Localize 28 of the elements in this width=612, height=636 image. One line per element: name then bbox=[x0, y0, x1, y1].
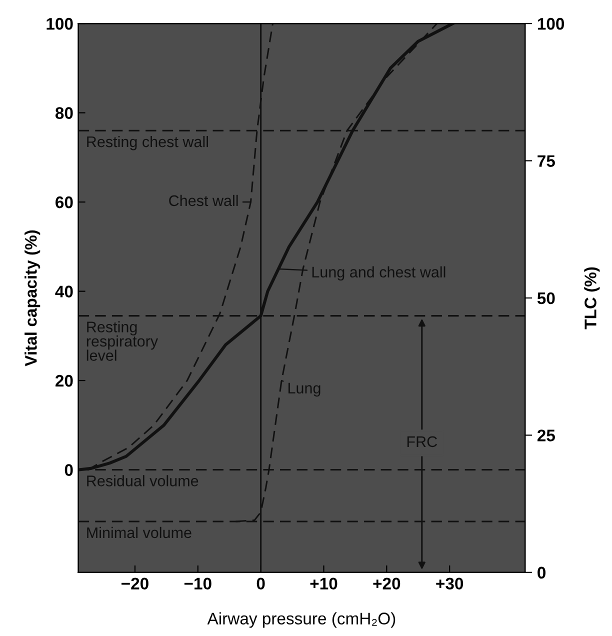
ref-line-label: Resting respiratory level bbox=[86, 321, 158, 361]
y-tick-label: 80 bbox=[55, 107, 73, 119]
y-tick-label: 100 bbox=[46, 18, 73, 30]
y2-tick-label: 75 bbox=[538, 155, 555, 167]
series-label: Chest wall bbox=[169, 194, 238, 206]
y-tick-label: 20 bbox=[56, 374, 73, 387]
x-tick-label: +10 bbox=[310, 578, 338, 590]
y-tick-label: 60 bbox=[56, 196, 73, 208]
y2-tick-label: 25 bbox=[537, 430, 555, 442]
y-axis-title: Vital capacity (%) bbox=[24, 230, 40, 366]
x-tick-label: 0 bbox=[256, 578, 265, 590]
y2-axis-title: TLC (%) bbox=[584, 267, 600, 330]
x-tick-label: +20 bbox=[373, 578, 400, 590]
x-tick-label: −10 bbox=[184, 578, 212, 590]
x-axis-title: Airway pressure (cmH₂O) bbox=[207, 612, 396, 628]
series-label: Lung bbox=[288, 382, 320, 397]
y2-tick-label: 100 bbox=[538, 18, 564, 30]
x-tick-label: +30 bbox=[436, 578, 464, 590]
ref-line-label: Resting chest wall bbox=[87, 136, 208, 150]
y-tick-label: 40 bbox=[55, 286, 73, 298]
annotation: FRC bbox=[407, 436, 438, 448]
x-tick-label: −20 bbox=[122, 578, 148, 590]
y-tick-label: 0 bbox=[64, 464, 73, 476]
y2-tick-label: 0 bbox=[538, 566, 546, 579]
ref-line-label: Residual volume bbox=[87, 475, 198, 486]
y2-tick-label: 50 bbox=[537, 292, 555, 304]
legend-label: Lung and chest wall bbox=[312, 266, 446, 281]
ref-line-label: Minimal volume bbox=[87, 526, 192, 538]
